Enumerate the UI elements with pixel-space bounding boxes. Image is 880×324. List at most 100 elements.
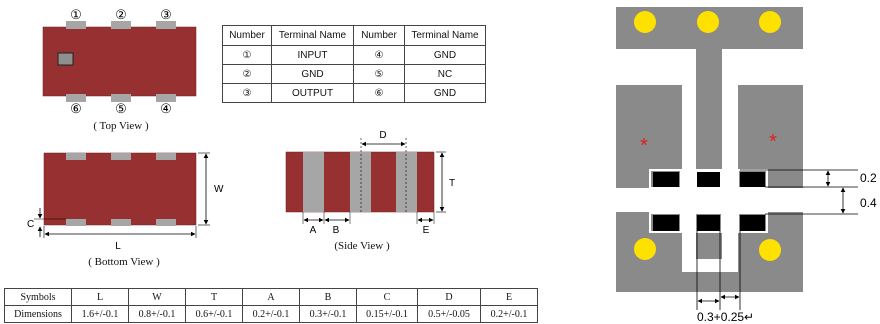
table-cell: ④ <box>353 45 405 65</box>
top-view-diagram: ① ② ③ ⑥ ⑤ ④ <box>42 7 197 116</box>
pin-label-1: ① <box>70 7 82 22</box>
table-cell: 0.6+/-0.1 <box>185 305 243 323</box>
table-cell: 0.2+/-0.1 <box>242 305 300 323</box>
table-row: Number Terminal Name Number Terminal Nam… <box>222 25 486 46</box>
terminal-2 <box>111 21 131 29</box>
table-cell: GND <box>404 45 486 65</box>
terminal-side <box>303 152 324 212</box>
header-terminal-name: Terminal Name <box>271 25 354 46</box>
header-d: D <box>417 288 481 306</box>
footprint-pad <box>653 215 679 231</box>
dim-c-label: C <box>27 219 34 230</box>
bottom-view-diagram: W C L <box>27 152 224 252</box>
terminal-bottom <box>111 219 131 226</box>
table-cell: 0.2+/-0.1 <box>480 305 538 323</box>
dim-label-bottom: 0.3+0.25↵ <box>697 310 754 324</box>
table-cell: ② <box>222 64 272 84</box>
footprint-pad <box>740 172 765 187</box>
terminal-bottom <box>156 219 176 226</box>
table-row: ① INPUT ④ GND <box>222 45 486 65</box>
table-cell: 0.3+/-0.1 <box>299 305 357 323</box>
component-terminal <box>694 212 723 233</box>
terminal-table: Number Terminal Name Number Terminal Nam… <box>222 25 486 103</box>
terminal-4 <box>156 94 176 102</box>
pin-label-6: ⑥ <box>70 101 82 116</box>
chip-body-bottom <box>43 152 197 226</box>
component-terminal <box>649 212 682 233</box>
dim-label-1: 0.2 <box>860 171 877 185</box>
header-c: C <box>356 288 418 306</box>
via-icon <box>697 11 719 33</box>
table-row: Symbols L W T A B C D E <box>4 288 538 306</box>
dim-w-label: W <box>214 184 224 195</box>
terminal-bottom <box>66 153 86 160</box>
pad-top-ground <box>616 7 803 171</box>
table-cell: 0.8+/-0.1 <box>128 305 186 323</box>
via-icon <box>759 239 781 261</box>
pin-label-4: ④ <box>160 101 172 116</box>
footprint-pad <box>740 215 765 231</box>
via-icon <box>634 11 656 33</box>
terminal-bottom <box>66 219 86 226</box>
terminal-side <box>350 152 371 212</box>
terminal-side <box>396 152 417 212</box>
dim-d-label: D <box>379 130 386 141</box>
table-cell: ③ <box>222 83 272 103</box>
table-cell: ⑤ <box>353 64 405 84</box>
header-e: E <box>480 288 538 306</box>
table-row: ③ OUTPUT ⑥ GND <box>222 83 486 103</box>
header-symbols: Symbols <box>4 288 72 306</box>
table-cell: NC <box>404 64 486 84</box>
pin-label-2: ② <box>115 7 127 22</box>
footprint-pad <box>697 172 720 187</box>
header-w: W <box>128 288 186 306</box>
table-cell: GND <box>271 64 354 84</box>
table-cell: GND <box>404 83 486 103</box>
header-number: Number <box>222 25 272 46</box>
pin-label-3: ③ <box>160 7 172 22</box>
component-terminal <box>694 169 723 189</box>
table-cell: 1.6+/-0.1 <box>71 305 129 323</box>
component-terminal <box>649 169 682 189</box>
side-view-diagram: D T A B E <box>285 130 455 236</box>
terminal-bottom <box>111 153 131 160</box>
dim-e-label: E <box>423 225 430 236</box>
table-cell: OUTPUT <box>271 83 354 103</box>
table-cell: INPUT <box>271 45 354 65</box>
row-label: Dimensions <box>4 305 72 323</box>
header-number: Number <box>353 25 405 46</box>
table-cell: 0.5+/-0.05 <box>417 305 481 323</box>
bottom-view-caption: ( Bottom View ) <box>88 256 160 268</box>
table-row: Dimensions 1.6+/-0.1 0.8+/-0.1 0.6+/-0.1… <box>4 305 538 323</box>
terminal-bottom <box>156 153 176 160</box>
header-terminal-name: Terminal Name <box>404 25 486 46</box>
header-b: B <box>299 288 357 306</box>
table-cell: ① <box>222 45 272 65</box>
terminal-5 <box>111 94 131 102</box>
dim-a-label: A <box>310 225 317 236</box>
footprint-pad <box>697 215 720 231</box>
dim-l-label: L <box>115 241 121 252</box>
pin-label-5: ⑤ <box>115 101 127 116</box>
terminal-3 <box>156 21 176 29</box>
side-view-caption: (Side View ) <box>334 240 390 252</box>
marker-right: * <box>769 131 777 153</box>
via-icon <box>759 11 781 33</box>
orientation-mark <box>57 52 74 66</box>
table-cell: 0.15+/-0.1 <box>356 305 418 323</box>
terminal-6 <box>66 94 86 102</box>
dimension-table: Symbols L W T A B C D E Dimensions 1.6+/… <box>4 288 538 323</box>
dim-label-2: 0.4 <box>860 196 877 210</box>
footprint-pad <box>653 172 679 187</box>
component-terminal <box>737 212 768 233</box>
table-cell: ⑥ <box>353 83 405 103</box>
header-t: T <box>185 288 243 306</box>
land-pattern-diagram: * * 0.2 0.4 0.3+0.25↵ <box>616 7 877 324</box>
dim-b-label: B <box>333 225 340 236</box>
table-row: ② GND ⑤ NC <box>222 64 486 84</box>
via-icon <box>634 238 656 260</box>
top-view-caption: ( Top View ) <box>93 120 149 132</box>
terminal-1 <box>66 21 86 29</box>
marker-left: * <box>640 135 648 157</box>
header-l: L <box>71 288 129 306</box>
